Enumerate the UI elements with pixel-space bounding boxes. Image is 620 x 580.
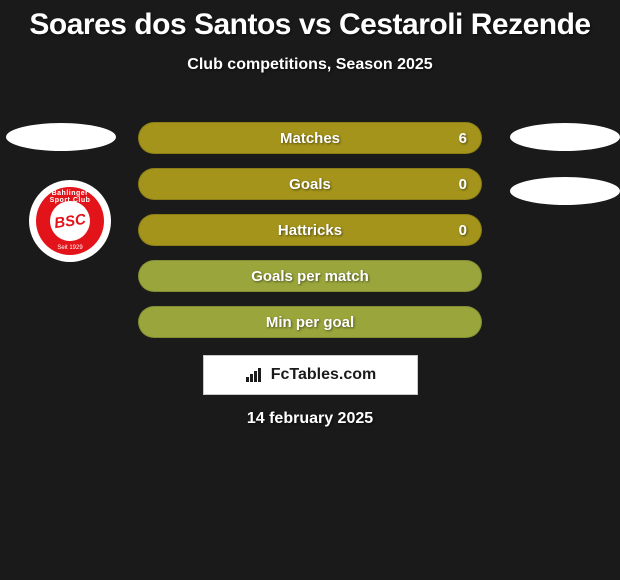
subtitle: Club competitions, Season 2025 <box>0 56 620 74</box>
badge-bottom-text: Seit 1929 <box>36 245 104 251</box>
comparison-card: Soares dos Santos vs Cestaroli Rezende C… <box>0 0 620 580</box>
club-badge-inner: Bahlinger Sport Club BSC Seit 1929 <box>36 187 104 255</box>
stat-value: 6 <box>459 130 467 147</box>
country-flag-left <box>6 123 116 151</box>
country-flag-right-1 <box>510 123 620 151</box>
country-flag-right-2 <box>510 177 620 205</box>
stat-label: Matches <box>280 130 340 147</box>
stat-label: Goals <box>289 176 331 193</box>
footer-brand-text: FcTables.com <box>271 366 377 384</box>
badge-line1: Bahlinger <box>52 190 89 197</box>
club-badge: Bahlinger Sport Club BSC Seit 1929 <box>29 180 111 262</box>
stat-label: Hattricks <box>278 222 342 239</box>
stat-row-gpm: Goals per match <box>138 260 482 292</box>
stat-value: 0 <box>459 222 467 239</box>
stat-row-mpg: Min per goal <box>138 306 482 338</box>
stat-row-hattricks: Hattricks 0 <box>138 214 482 246</box>
date-text: 14 february 2025 <box>0 410 620 428</box>
stat-label: Goals per match <box>251 268 369 285</box>
bar-chart-icon <box>245 367 265 383</box>
stat-row-goals: Goals 0 <box>138 168 482 200</box>
stats-list: Matches 6 Goals 0 Hattricks 0 Goals per … <box>138 122 482 352</box>
stat-row-matches: Matches 6 <box>138 122 482 154</box>
stat-value: 0 <box>459 176 467 193</box>
footer-brand-badge[interactable]: FcTables.com <box>203 355 418 395</box>
stat-label: Min per goal <box>266 314 354 331</box>
badge-abbr: BSC <box>47 198 92 243</box>
page-title: Soares dos Santos vs Cestaroli Rezende <box>0 0 620 42</box>
